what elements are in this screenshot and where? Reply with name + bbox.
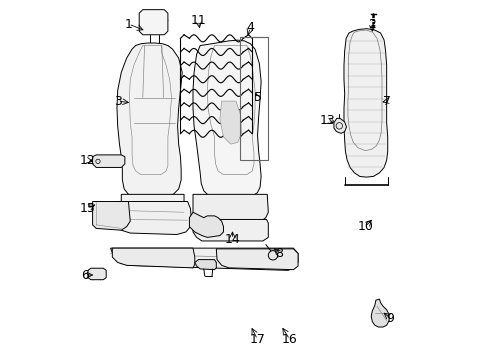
Text: 7: 7 <box>383 95 391 108</box>
Polygon shape <box>93 155 125 167</box>
Polygon shape <box>112 248 195 268</box>
Polygon shape <box>193 40 261 196</box>
Text: 11: 11 <box>191 14 206 27</box>
Text: 12: 12 <box>79 154 95 167</box>
Text: 4: 4 <box>246 21 254 34</box>
Text: 10: 10 <box>357 220 373 233</box>
Text: 16: 16 <box>282 333 298 346</box>
Polygon shape <box>220 101 242 144</box>
Polygon shape <box>111 248 298 270</box>
Polygon shape <box>117 43 182 196</box>
Polygon shape <box>344 29 388 177</box>
Text: 1: 1 <box>124 18 132 31</box>
Polygon shape <box>195 260 216 270</box>
Polygon shape <box>193 220 269 241</box>
Polygon shape <box>122 194 184 212</box>
Text: 9: 9 <box>386 311 394 325</box>
Polygon shape <box>93 202 130 230</box>
Text: 13: 13 <box>319 114 335 127</box>
Text: 14: 14 <box>224 233 240 246</box>
Polygon shape <box>193 194 269 221</box>
Polygon shape <box>113 202 191 234</box>
Polygon shape <box>88 268 106 280</box>
Text: 5: 5 <box>253 91 262 104</box>
Circle shape <box>269 251 278 260</box>
Text: 15: 15 <box>79 202 95 215</box>
Polygon shape <box>334 118 346 134</box>
Text: 8: 8 <box>275 247 283 260</box>
Polygon shape <box>139 10 168 35</box>
Polygon shape <box>190 212 223 237</box>
Polygon shape <box>216 249 298 270</box>
Polygon shape <box>371 299 389 327</box>
Text: 17: 17 <box>249 333 266 346</box>
Text: 2: 2 <box>368 18 376 31</box>
Text: 3: 3 <box>114 95 122 108</box>
Text: 6: 6 <box>81 269 89 282</box>
